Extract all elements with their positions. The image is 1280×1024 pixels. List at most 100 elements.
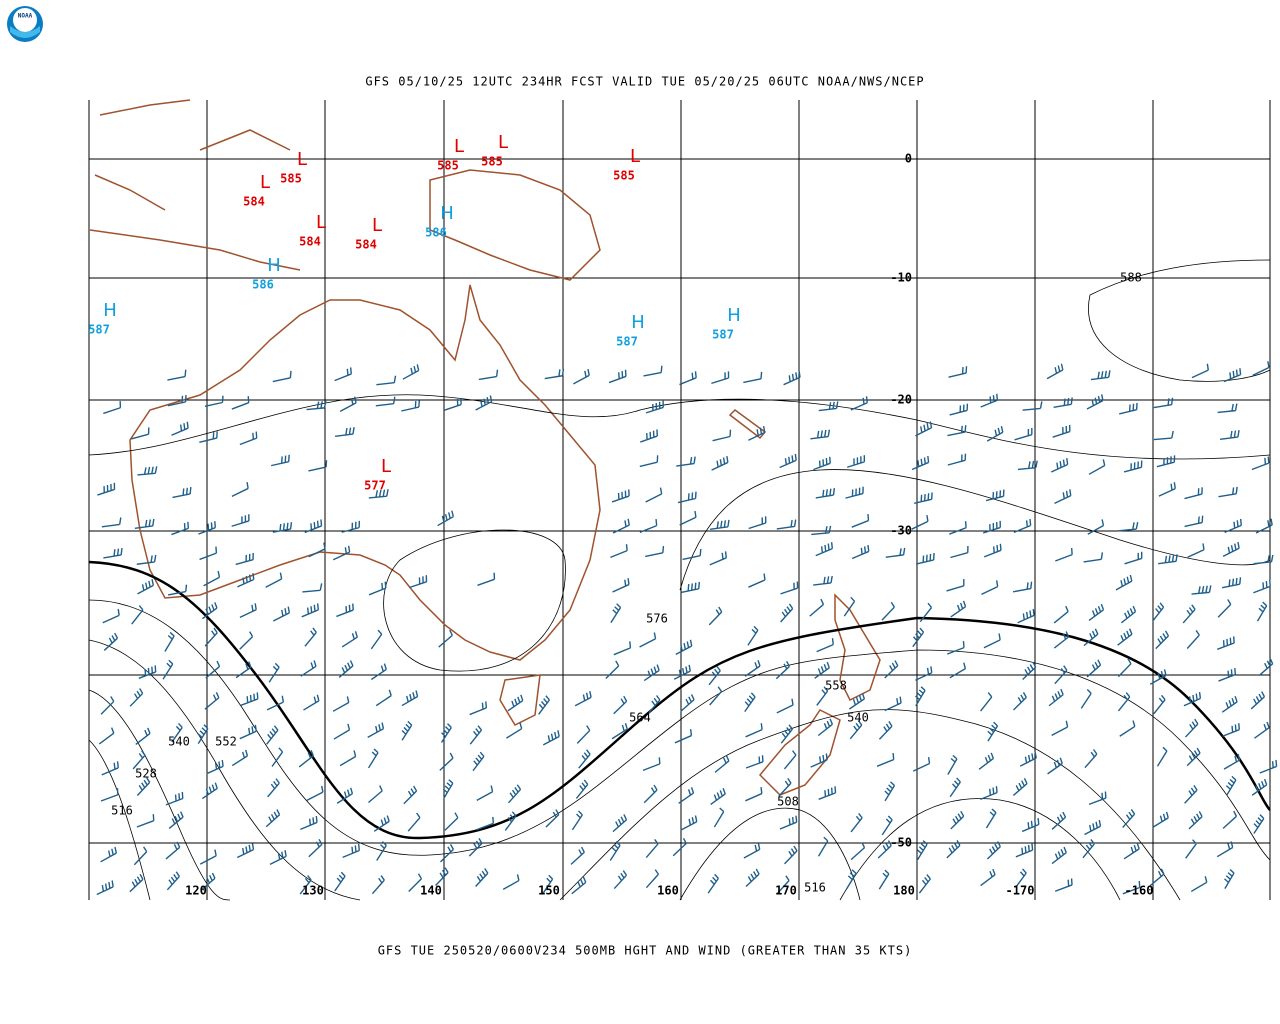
wind-barb <box>708 665 721 686</box>
wind-barb <box>164 631 175 652</box>
wind-barb <box>440 723 452 743</box>
wind-barb <box>132 750 146 770</box>
wind-barb <box>1086 659 1102 678</box>
wind-barb <box>610 544 628 558</box>
wind-barb <box>780 581 799 595</box>
wind-barb <box>237 573 255 588</box>
wind-barb <box>1055 548 1073 562</box>
wind-barb <box>542 730 560 746</box>
wind-barb <box>271 747 284 767</box>
logo-text: NOAA <box>18 13 33 20</box>
wind-barb <box>745 787 763 802</box>
wind-barb <box>1012 778 1028 796</box>
wind-barb <box>1222 541 1240 558</box>
wind-barb <box>1014 868 1027 889</box>
wind-barb <box>1158 482 1176 497</box>
wind-barb <box>884 781 896 802</box>
wind-barb <box>1013 518 1032 533</box>
wind-barb <box>1149 868 1165 887</box>
wind-barb <box>1013 692 1027 711</box>
wind-barb <box>507 784 522 804</box>
wind-barb <box>609 841 621 861</box>
wind-barb <box>1184 487 1203 500</box>
wind-barb <box>401 400 421 412</box>
wind-barb <box>334 367 352 382</box>
wind-barb <box>235 661 252 679</box>
wind-barb <box>1223 368 1242 383</box>
wind-barb <box>370 629 383 650</box>
wind-barb <box>203 570 221 587</box>
wind-barb <box>438 629 453 648</box>
wind-barb <box>947 453 967 466</box>
wind-barb <box>1185 839 1197 859</box>
contour-label: 508 <box>777 795 799 809</box>
wind-barb <box>272 522 293 533</box>
wind-barb <box>129 873 144 893</box>
wind-barb <box>748 426 766 441</box>
wind-barb <box>647 695 661 715</box>
wind-barb <box>1252 361 1270 377</box>
wind-barb <box>915 421 933 437</box>
wind-barb <box>1015 843 1034 858</box>
wind-barb <box>815 542 834 557</box>
wind-barb <box>96 880 114 896</box>
wind-barb <box>745 755 764 769</box>
wind-barb <box>1122 809 1136 829</box>
wind-barb <box>1153 430 1174 441</box>
wind-barb <box>675 639 693 655</box>
wind-barb <box>578 749 591 769</box>
wind-barb <box>1088 603 1105 622</box>
wind-barb <box>265 809 281 828</box>
wind-barb <box>673 664 691 680</box>
wind-barb <box>950 810 965 830</box>
wind-barb <box>849 720 863 740</box>
center-value: 584 <box>243 195 265 209</box>
wind-barb <box>645 838 659 859</box>
wind-barb <box>571 876 587 895</box>
wind-barb <box>811 525 832 536</box>
wind-barb <box>946 840 961 859</box>
wind-barb <box>236 843 255 859</box>
wind-barb <box>204 627 218 647</box>
lon-label: 180 <box>893 884 915 898</box>
lon-label: -160 <box>1125 884 1154 898</box>
center-symbol: L <box>454 136 464 157</box>
wind-barb <box>1120 605 1137 624</box>
wind-barb <box>779 815 798 830</box>
center-symbol: L <box>498 132 508 153</box>
wind-barb <box>1217 599 1232 618</box>
wind-barb <box>442 779 454 800</box>
wind-barb <box>612 814 628 833</box>
wind-barb <box>645 545 665 558</box>
wind-barb <box>1088 791 1107 806</box>
wind-barb <box>1123 842 1140 860</box>
wind-barb <box>949 777 961 798</box>
wind-barb <box>1086 394 1104 410</box>
wind-barb <box>171 722 183 743</box>
lon-label: 170 <box>775 884 797 898</box>
wind-barb <box>816 686 829 706</box>
wind-barb <box>818 786 837 800</box>
wind-barb <box>987 721 999 742</box>
wind-barb <box>1083 552 1104 563</box>
center-symbol: L <box>381 456 391 477</box>
wind-barb <box>103 632 119 651</box>
wind-barb <box>916 840 928 860</box>
wind-barb <box>1221 695 1238 713</box>
wind-barb <box>1048 688 1064 707</box>
wind-barb <box>709 686 723 706</box>
wind-barb <box>339 750 357 767</box>
center-value: 584 <box>299 235 321 249</box>
wind-barb <box>100 696 115 715</box>
wind-barb <box>678 787 695 804</box>
wind-barb <box>103 547 123 559</box>
wind-barb <box>1156 746 1168 767</box>
wind-barb <box>817 836 829 857</box>
wind-barb <box>541 874 554 895</box>
lon-label: 130 <box>302 884 324 898</box>
wind-barb <box>1184 784 1198 804</box>
wind-barb <box>680 694 695 713</box>
wind-barb <box>304 627 317 647</box>
wind-barb <box>239 603 257 619</box>
contour-label: 552 <box>215 735 237 749</box>
